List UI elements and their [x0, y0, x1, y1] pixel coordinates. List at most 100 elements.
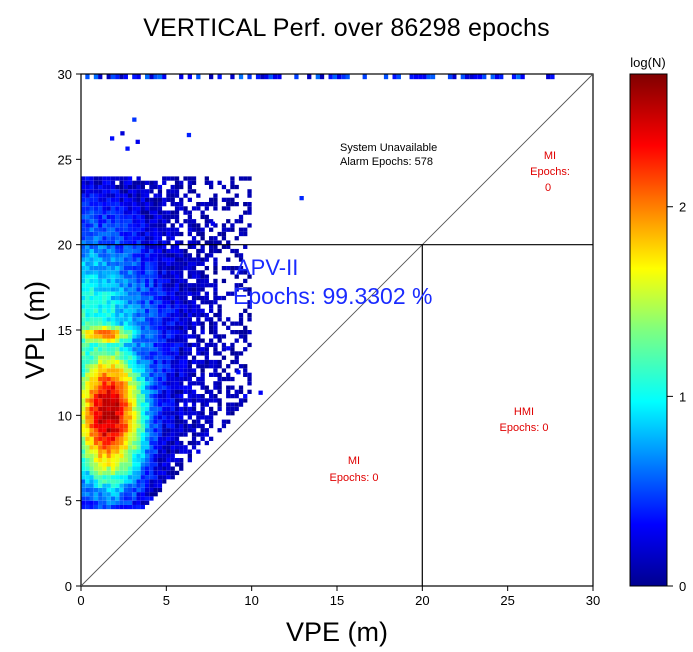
heatmap-cell — [247, 176, 252, 181]
heatmap-cell — [127, 278, 133, 284]
heatmap-cell — [170, 466, 175, 471]
heatmap-cell — [115, 372, 120, 377]
heatmap-cell — [81, 257, 86, 262]
heatmap-cell — [102, 300, 107, 305]
heatmap-cell — [106, 483, 111, 488]
heatmap-cell — [140, 330, 145, 335]
heatmap-cell — [127, 197, 133, 202]
heatmap-cell — [140, 287, 145, 292]
heatmap-cell — [123, 449, 128, 454]
heatmap-cell — [187, 184, 192, 190]
heatmap-cell — [123, 308, 128, 313]
heatmap-cell — [157, 479, 163, 484]
heatmap-cell — [230, 321, 235, 326]
heatmap-cell — [115, 449, 120, 454]
mi-upper-epochs-value: 0 — [545, 182, 551, 194]
heatmap-cell — [162, 266, 167, 271]
heatmap-cell — [132, 308, 137, 313]
heatmap-cell — [166, 274, 171, 279]
heatmap-cell — [119, 321, 124, 326]
heatmap-cell — [115, 359, 120, 365]
heatmap-cell — [166, 304, 171, 309]
heatmap-cell — [204, 342, 209, 348]
heatmap-cell — [149, 202, 154, 207]
heatmap-cell — [234, 402, 239, 407]
heatmap-cell — [170, 287, 175, 292]
heatmap-cell — [238, 266, 244, 271]
heatmap-cell — [157, 300, 163, 305]
heatmap-cell — [170, 236, 175, 241]
heatmap-cell — [230, 74, 235, 80]
heatmap-cell — [93, 253, 99, 258]
heatmap-cell — [145, 283, 150, 288]
heatmap-cell — [89, 415, 94, 420]
heatmap-cell — [145, 385, 150, 390]
heatmap-cell — [102, 376, 107, 382]
heatmap-cell — [85, 376, 90, 382]
heatmap-cell — [102, 398, 107, 403]
heatmap-cell — [110, 462, 116, 467]
heatmap-cell — [89, 248, 94, 254]
heatmap-cell — [85, 197, 90, 202]
heatmap-cell — [153, 462, 158, 467]
heatmap-cell — [132, 415, 137, 420]
heatmap-cell — [81, 376, 86, 382]
heatmap-cell — [174, 445, 180, 450]
heatmap-cell — [81, 240, 86, 245]
heatmap-cell — [187, 334, 192, 339]
heatmap-cell — [89, 394, 94, 399]
heatmap-cell — [89, 253, 94, 258]
heatmap-cell — [187, 257, 192, 262]
heatmap-cell — [157, 214, 163, 220]
heatmap-cell — [234, 184, 239, 190]
heatmap-cell — [162, 466, 167, 471]
heatmap-cell — [110, 347, 116, 352]
heatmap-cell — [127, 248, 133, 254]
unavailable-epochs: Alarm Epochs: 578 — [340, 156, 433, 168]
heatmap-cell — [499, 74, 504, 80]
heatmap-cell — [93, 504, 99, 510]
heatmap-cell — [98, 330, 103, 335]
heatmap-cell — [221, 342, 227, 348]
heatmap-cell — [136, 342, 141, 348]
heatmap-cell — [209, 197, 214, 202]
heatmap-cell — [102, 338, 107, 343]
heatmap-cell — [110, 432, 116, 437]
heatmap-cell — [157, 458, 163, 463]
heatmap-cell — [89, 266, 94, 271]
heatmap-cell — [119, 325, 124, 330]
heatmap-cell — [98, 359, 103, 365]
heatmap-cell — [162, 449, 167, 454]
heatmap-cell — [191, 398, 197, 403]
heatmap-cell — [170, 359, 175, 365]
heatmap-cell — [93, 257, 99, 262]
heatmap-cell — [110, 236, 116, 241]
heatmap-cell — [123, 330, 128, 335]
heatmap-cell — [132, 462, 137, 467]
heatmap-cell — [85, 300, 90, 305]
heatmap-cell — [204, 440, 209, 446]
heatmap-cell — [213, 312, 218, 318]
heatmap-cell — [98, 240, 103, 245]
heatmap-cell — [140, 428, 145, 433]
heatmap-cell — [85, 458, 90, 463]
heatmap-cell — [166, 355, 171, 360]
heatmap-cell — [110, 197, 116, 202]
heatmap-cell — [115, 223, 120, 228]
heatmap-cell — [145, 308, 150, 313]
heatmap-cell — [299, 196, 304, 201]
heatmap-cell — [136, 176, 141, 181]
heatmap-cell — [123, 295, 128, 301]
heatmap-cell — [187, 440, 192, 446]
heatmap-cell — [162, 381, 167, 386]
heatmap-cell — [123, 184, 128, 190]
heatmap-cell — [196, 308, 201, 313]
heatmap-cell — [89, 257, 94, 262]
heatmap-cell — [106, 385, 111, 390]
heatmap-cell — [157, 206, 163, 211]
heatmap-cell — [153, 470, 158, 476]
heatmap-cell — [127, 283, 133, 288]
heatmap-cell — [465, 74, 470, 80]
heatmap-cell — [482, 74, 487, 80]
heatmap-cell — [89, 453, 94, 458]
